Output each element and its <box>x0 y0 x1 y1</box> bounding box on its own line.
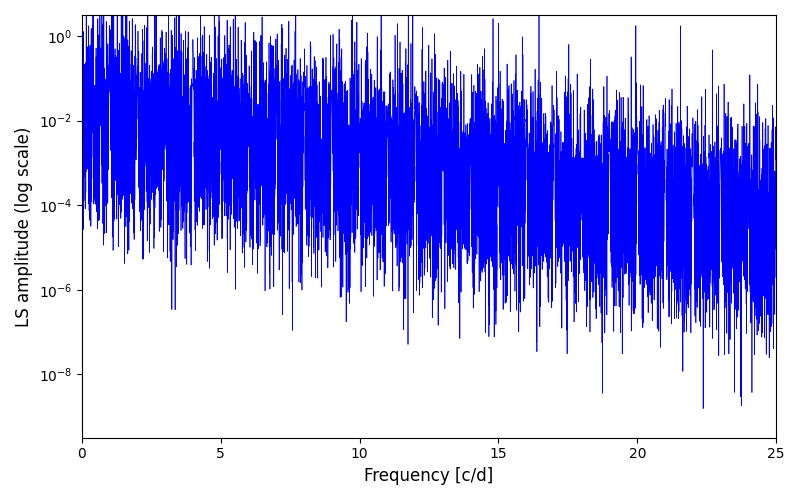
X-axis label: Frequency [c/d]: Frequency [c/d] <box>364 467 494 485</box>
Y-axis label: LS amplitude (log scale): LS amplitude (log scale) <box>15 126 33 326</box>
